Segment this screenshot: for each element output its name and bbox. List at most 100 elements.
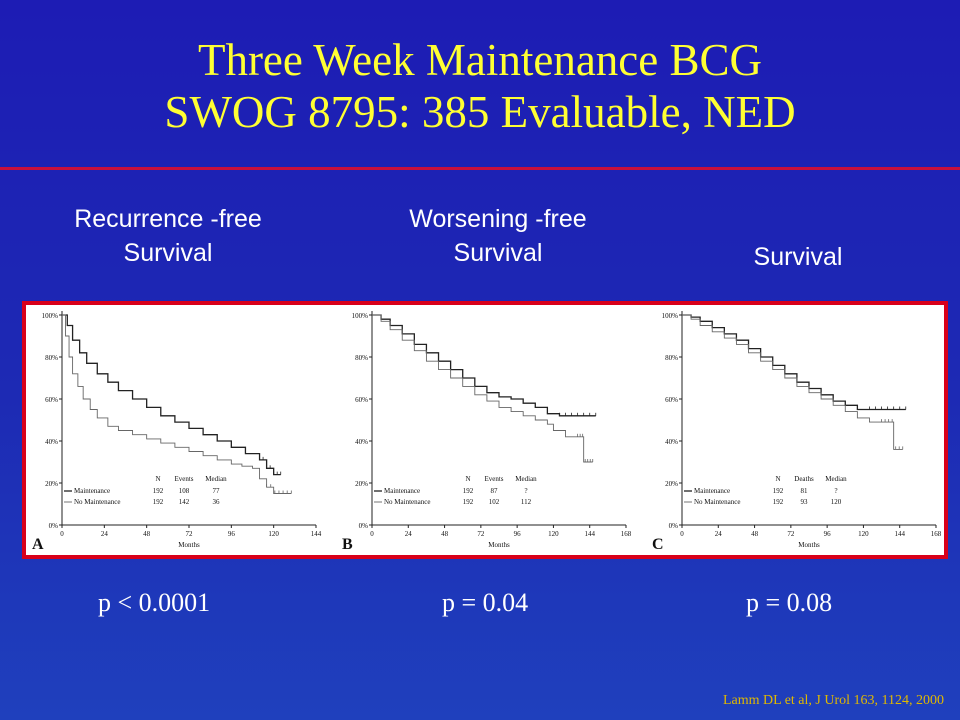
survival-curve-a-maintenance — [62, 314, 281, 476]
survival-curve-b-no-maintenance — [372, 314, 593, 463]
legend-name-c-0: Maintenance — [694, 487, 730, 495]
survival-curve-c-maintenance — [682, 314, 906, 411]
legend-events-a-0: 108 — [179, 487, 190, 495]
legend-name-c-1: No Maintenance — [694, 498, 740, 506]
table-header-c-0: N — [775, 475, 780, 483]
citation: Lamm DL et al, J Urol 163, 1124, 2000 — [723, 693, 944, 708]
survival-curve-b-maintenance — [372, 314, 596, 417]
p-value-b: p = 0.04 — [442, 588, 529, 617]
survival-charts: 0% 20% 40% 60% 80% 100% 0 24 48 72 96 120 144 Months A… — [32, 311, 942, 553]
x-tick-label-c-3: 72 — [787, 530, 795, 538]
legend-events-b-1: 102 — [489, 498, 500, 506]
panel-label-a: Recurrence -free Survival — [33, 202, 303, 270]
panel-letter-a: A — [32, 536, 44, 553]
y-tick-label-a-3: 60% — [45, 396, 58, 404]
slide-title: Three Week Maintenance BCG SWOG 8795: 38… — [0, 34, 960, 138]
y-tick-label-c-5: 100% — [662, 312, 679, 320]
panel-letter-c: C — [652, 536, 664, 553]
x-tick-label-a-4: 96 — [228, 530, 236, 538]
x-tick-label-a-3: 72 — [186, 530, 194, 538]
x-tick-label-c-7: 168 — [931, 530, 942, 538]
y-tick-label-c-0: 0% — [669, 522, 679, 530]
x-tick-label-b-5: 120 — [548, 530, 559, 538]
y-tick-label-a-2: 40% — [45, 438, 58, 446]
x-tick-label-a-0: 0 — [60, 530, 64, 538]
y-tick-label-a-0: 0% — [49, 522, 59, 530]
legend-name-a-0: Maintenance — [74, 487, 110, 495]
legend-events-c-0: 81 — [801, 487, 809, 495]
title-line-2: SWOG 8795: 385 Evaluable, NED — [164, 87, 796, 137]
x-tick-label-b-0: 0 — [370, 530, 374, 538]
x-tick-label-a-5: 120 — [268, 530, 279, 538]
legend-n-a-1: 192 — [153, 498, 164, 506]
y-tick-label-b-3: 60% — [355, 396, 368, 404]
y-tick-label-a-4: 80% — [45, 354, 58, 362]
panel-label-b-line2: Survival — [453, 239, 543, 267]
y-tick-label-c-2: 40% — [665, 438, 678, 446]
title-line-1: Three Week Maintenance BCG — [197, 35, 763, 85]
panel-label-b-line1: Worsening -free — [409, 205, 587, 233]
legend-median-a-1: 36 — [213, 498, 221, 506]
table-header-a-1: Events — [174, 475, 193, 483]
x-tick-label-c-2: 48 — [751, 530, 759, 538]
x-tick-label-c-6: 144 — [894, 530, 905, 538]
x-tick-label-b-4: 96 — [514, 530, 522, 538]
y-tick-label-b-4: 80% — [355, 354, 368, 362]
y-tick-label-b-1: 20% — [355, 480, 368, 488]
x-tick-label-a-6: 144 — [311, 530, 322, 538]
legend-n-b-1: 192 — [463, 498, 474, 506]
legend-n-b-0: 192 — [463, 487, 474, 495]
y-tick-label-c-3: 60% — [665, 396, 678, 404]
table-header-c-1: Deaths — [794, 475, 814, 483]
x-tick-label-a-2: 48 — [143, 530, 151, 538]
y-tick-label-b-5: 100% — [352, 312, 369, 320]
x-axis-label-a: Months — [178, 541, 200, 549]
table-header-c-2: Median — [825, 475, 847, 483]
legend-events-c-1: 93 — [801, 498, 809, 506]
x-tick-label-c-4: 96 — [824, 530, 832, 538]
p-value-a: p < 0.0001 — [98, 588, 211, 617]
table-header-b-0: N — [465, 475, 470, 483]
legend-n-a-0: 192 — [153, 487, 164, 495]
panel-letter-b: B — [342, 536, 353, 553]
x-tick-label-c-0: 0 — [680, 530, 684, 538]
survival-curve-a-no-maintenance — [62, 314, 292, 494]
x-tick-label-c-5: 120 — [858, 530, 869, 538]
x-tick-label-b-3: 72 — [477, 530, 485, 538]
panel-label-a-line2: Survival — [123, 239, 213, 267]
y-tick-label-a-1: 20% — [45, 480, 58, 488]
panel-label-c-line2: Survival — [753, 243, 843, 271]
title-divider — [0, 167, 960, 170]
x-axis-label-c: Months — [798, 541, 820, 549]
x-tick-label-b-7: 168 — [621, 530, 632, 538]
legend-median-b-1: 112 — [521, 498, 532, 506]
x-tick-label-a-1: 24 — [101, 530, 109, 538]
legend-median-a-0: 77 — [213, 487, 221, 495]
legend-median-c-1: 120 — [831, 498, 842, 506]
table-header-b-1: Events — [484, 475, 503, 483]
y-tick-label-b-0: 0% — [359, 522, 369, 530]
x-tick-label-c-1: 24 — [715, 530, 723, 538]
table-header-b-2: Median — [515, 475, 537, 483]
survival-curve-c-no-maintenance — [682, 314, 903, 450]
legend-name-a-1: No Maintenance — [74, 498, 120, 506]
x-tick-label-b-1: 24 — [405, 530, 413, 538]
table-header-a-2: Median — [205, 475, 227, 483]
table-header-a-0: N — [155, 475, 160, 483]
legend-events-b-0: 87 — [491, 487, 499, 495]
p-value-c: p = 0.08 — [746, 588, 833, 617]
legend-events-a-1: 142 — [179, 498, 190, 506]
y-tick-label-c-4: 80% — [665, 354, 678, 362]
panel-label-c: Survival — [663, 240, 933, 274]
y-tick-label-a-5: 100% — [42, 312, 59, 320]
legend-median-c-0: ? — [834, 487, 837, 495]
x-axis-label-b: Months — [488, 541, 510, 549]
figure-frame: 0% 20% 40% 60% 80% 100% 0 24 48 72 96 120 144 Months A… — [22, 301, 948, 559]
legend-median-b-0: ? — [524, 487, 527, 495]
y-tick-label-b-2: 40% — [355, 438, 368, 446]
panel-label-a-line1: Recurrence -free — [74, 205, 262, 233]
x-tick-label-b-6: 144 — [584, 530, 595, 538]
x-tick-label-b-2: 48 — [441, 530, 449, 538]
y-tick-label-c-1: 20% — [665, 480, 678, 488]
legend-name-b-0: Maintenance — [384, 487, 420, 495]
